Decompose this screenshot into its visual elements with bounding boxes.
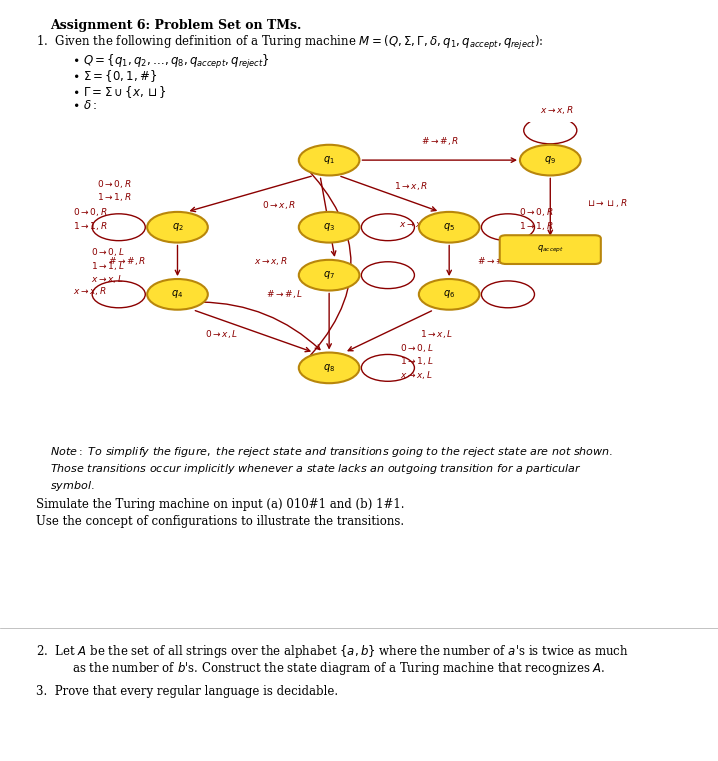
Text: $0\to x, L$: $0\to x, L$ [205,328,238,340]
Text: $q_8$: $q_8$ [323,362,335,374]
Text: 2.  Let $A$ be the set of all strings over the alphabet $\{a, b\}$ where the num: 2. Let $A$ be the set of all strings ove… [36,643,629,660]
Text: $\bullet$ $\Gamma = \Sigma \cup \{x, \sqcup\}$: $\bullet$ $\Gamma = \Sigma \cup \{x, \sq… [72,84,167,100]
Text: $q_7$: $q_7$ [323,269,335,281]
Text: $q_{accept}$: $q_{accept}$ [536,244,564,255]
Text: $0\to0, L$
$1\to1, L$
$x\to x, L$: $0\to0, L$ $1\to1, L$ $x\to x, L$ [399,342,433,381]
Circle shape [419,212,480,243]
Text: $0\to0, R$
$1\to1, R$: $0\to0, R$ $1\to1, R$ [97,177,131,203]
Text: $x\to x, R$: $x\to x, R$ [254,255,288,267]
Circle shape [147,279,208,310]
Circle shape [299,260,360,291]
Text: $\bullet$ $\delta:$: $\bullet$ $\delta:$ [72,99,97,112]
Text: $\it{Those}$ $\it{transitions}$ $\it{occur}$ $\it{implicitly}$ $\it{whenever}$ $: $\it{Those}$ $\it{transitions}$ $\it{occ… [50,462,582,476]
Text: 3.  Prove that every regular language is decidable.: 3. Prove that every regular language is … [36,685,338,698]
Text: $0\to0, L$
$1\to1, L$
$x\to x, L$: $0\to0, L$ $1\to1, L$ $x\to x, L$ [91,246,125,285]
Text: $x\to x, R$: $x\to x, R$ [399,218,433,230]
Circle shape [419,279,480,310]
Text: $q_1$: $q_1$ [323,154,335,166]
Text: $\#\to\#, R$: $\#\to\#, R$ [477,255,516,267]
Text: $\#\to\#, R$: $\#\to\#, R$ [421,135,459,148]
Text: $1\to x, R$: $1\to x, R$ [394,180,429,192]
Text: $\bullet$ $Q = \{q_1, q_2, \ldots, q_8, q_{accept}, q_{reject}\}$: $\bullet$ $Q = \{q_1, q_2, \ldots, q_8, … [72,53,270,72]
Circle shape [299,352,360,384]
Text: $0\to0, R$
$1\to1, R$: $0\to0, R$ $1\to1, R$ [73,206,108,232]
Text: Simulate the Turing machine on input (a) 010#1 and (b) 1#1.: Simulate the Turing machine on input (a)… [36,498,404,511]
Text: as the number of $b$'s. Construct the state diagram of a Turing machine that rec: as the number of $b$'s. Construct the st… [72,660,605,677]
Text: $0\to0, R$
$1\to1, R$: $0\to0, R$ $1\to1, R$ [519,206,554,232]
Text: $\#\to\#, L$: $\#\to\#, L$ [266,288,304,301]
Text: $q_5$: $q_5$ [443,221,455,233]
Text: Use the concept of configurations to illustrate the transitions.: Use the concept of configurations to ill… [36,515,404,528]
Text: Assignment 6: Problem Set on TMs.: Assignment 6: Problem Set on TMs. [50,19,302,32]
Text: $q_9$: $q_9$ [544,154,556,166]
Text: 1.  Given the following definition of a Turing machine $M = (Q, \Sigma, \Gamma, : 1. Given the following definition of a T… [36,34,544,53]
Text: $q_4$: $q_4$ [172,288,184,301]
Text: $x\to x, R$: $x\to x, R$ [540,104,574,116]
Text: $x\to x, R$: $x\to x, R$ [73,285,107,297]
Text: $0\to x, R$: $0\to x, R$ [261,199,296,211]
Text: $q_6$: $q_6$ [443,288,455,301]
Circle shape [520,145,581,176]
FancyBboxPatch shape [500,235,601,264]
Text: $q_2$: $q_2$ [172,221,183,233]
Text: $1\to x, L$: $1\to x, L$ [420,328,453,340]
Text: $\bullet$ $\Sigma = \{0, 1, \#\}$: $\bullet$ $\Sigma = \{0, 1, \#\}$ [72,68,157,84]
Text: $\sqcup\to\sqcup, R$: $\sqcup\to\sqcup, R$ [587,197,628,209]
Circle shape [147,212,208,243]
Text: $\#\to\#, R$: $\#\to\#, R$ [108,255,146,267]
Circle shape [299,212,360,243]
Text: $q_3$: $q_3$ [323,221,335,233]
Circle shape [299,145,360,176]
Text: $\it{symbol.}$: $\it{symbol.}$ [50,479,95,492]
Text: $\it{Note:}$ $\it{To}$ $\it{simplify}$ $\it{the}$ $\it{figure,}$ $\it{the}$ $\it: $\it{Note:}$ $\it{To}$ $\it{simplify}$ $… [50,445,613,459]
